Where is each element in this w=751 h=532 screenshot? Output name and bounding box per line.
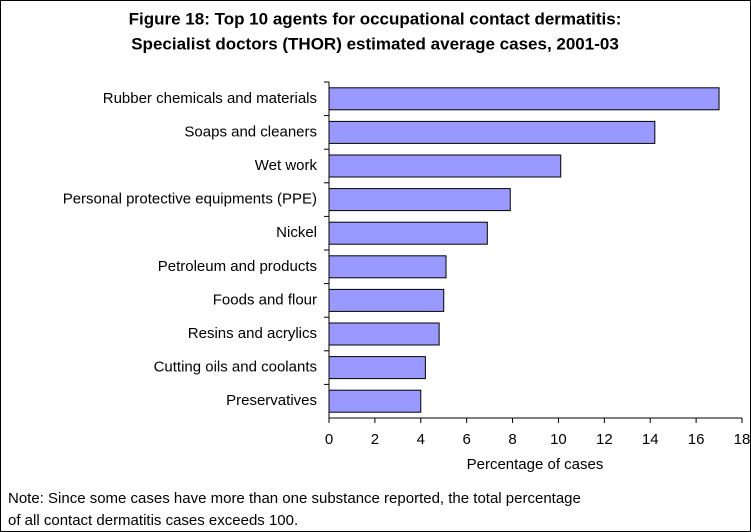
y-tick-label: Rubber chemicals and materials	[103, 90, 317, 107]
bar	[328, 188, 511, 212]
bar	[328, 288, 445, 312]
y-tick-label: Petroleum and products	[158, 258, 317, 275]
x-tick-label: 18	[734, 431, 751, 448]
note: Note: Since some cases have more than on…	[8, 490, 581, 507]
x-tick-label: 8	[508, 431, 516, 448]
x-tick-label: 4	[417, 431, 425, 448]
x-axis-label: Percentage of cases	[467, 456, 604, 473]
bar	[328, 221, 488, 245]
chart-title: Specialist doctors (THOR) estimated aver…	[131, 34, 619, 53]
bar	[328, 389, 422, 413]
x-tick-label: 0	[325, 431, 333, 448]
bar	[328, 87, 720, 111]
x-tick-label: 6	[462, 431, 470, 448]
chart-title: Figure 18: Top 10 agents for occupationa…	[129, 9, 622, 28]
bar	[328, 154, 562, 178]
note: of all contact dermatitis cases exceeds …	[8, 512, 298, 529]
x-tick-label: 2	[371, 431, 379, 448]
y-tick-label: Preservatives	[226, 392, 317, 409]
bar	[328, 120, 656, 144]
bar	[328, 322, 440, 346]
y-tick-label: Nickel	[276, 224, 317, 241]
y-tick-label: Foods and flour	[213, 291, 317, 308]
bar	[328, 356, 426, 380]
x-tick-label: 16	[688, 431, 705, 448]
y-tick-label: Soaps and cleaners	[184, 123, 317, 140]
y-tick-label: Personal protective equipments (PPE)	[63, 191, 317, 208]
x-tick-label: 14	[642, 431, 659, 448]
x-tick-label: 12	[596, 431, 613, 448]
x-tick-label: 10	[550, 431, 567, 448]
y-tick-label: Cutting oils and coolants	[154, 359, 317, 376]
bar	[328, 255, 447, 279]
y-tick-label: Wet work	[255, 157, 318, 174]
y-tick-label: Resins and acrylics	[188, 325, 317, 342]
